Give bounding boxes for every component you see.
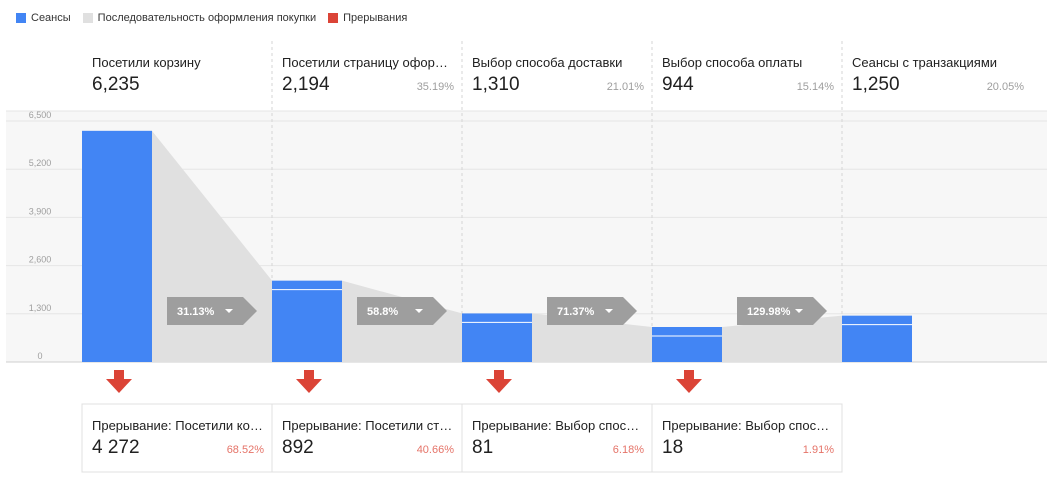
step-percent: 35.19%	[417, 81, 455, 93]
legend-label-dropoffs: Прерывания	[343, 12, 408, 24]
step-label: Выбор способа доставки	[472, 55, 622, 70]
dropoff-value: 4 272	[92, 437, 140, 458]
legend-swatch-checkout-flow	[82, 13, 93, 23]
chevron-down-icon	[605, 309, 613, 313]
step-percent: 20.05%	[987, 81, 1025, 93]
bar-step-2[interactable]	[272, 280, 342, 362]
conversion-arrow-2[interactable]	[357, 297, 447, 325]
conversion-rate-label: 71.37%	[557, 306, 595, 318]
step-value: 1,250	[852, 74, 900, 95]
step-value: 944	[662, 74, 694, 95]
dropoff-arrow-icon	[684, 370, 694, 379]
step-label: Выбор способа оплаты	[662, 55, 802, 70]
dropoff-value: 892	[282, 437, 314, 458]
y-tick-label: 2,600	[29, 255, 52, 265]
flow-area-3	[532, 313, 652, 362]
dropoff-arrow-icon	[486, 379, 512, 393]
legend-item-sessions[interactable]: Сеансы	[16, 12, 71, 24]
y-tick-label: 6,500	[29, 110, 52, 120]
dropoff-arrow-icon	[296, 379, 322, 393]
conversion-rate-label: 129.98%	[747, 306, 791, 318]
y-tick-label: 3,900	[29, 206, 52, 216]
dropoff-arrow-icon	[304, 370, 314, 379]
dropoff-value: 81	[472, 437, 493, 458]
dropoff-label: Прерывание: Посетили ст…	[282, 418, 452, 433]
legend-item-dropoffs[interactable]: Прерывания	[328, 12, 407, 24]
dropoff-percent: 6.18%	[613, 444, 644, 456]
legend-label-sessions: Сеансы	[31, 12, 71, 24]
legend-swatch-dropoffs	[328, 13, 339, 23]
flow-area-4	[722, 315, 842, 362]
bar-step-3[interactable]	[462, 313, 532, 362]
y-tick-label: 1,300	[29, 303, 52, 313]
step-percent: 21.01%	[607, 81, 645, 93]
dropoff-arrow-icon	[494, 370, 504, 379]
dropoff-percent: 68.52%	[227, 444, 265, 456]
conversion-arrow-1[interactable]	[167, 297, 257, 325]
conversion-arrow-4[interactable]	[737, 297, 827, 325]
step-label: Посетили корзину	[92, 55, 201, 70]
step-label: Посетили страницу офор…	[282, 55, 448, 70]
step-percent: 15.14%	[797, 81, 835, 93]
y-tick-label: 5,200	[29, 158, 52, 168]
chart-legend: Сеансы Последовательность оформления пок…	[16, 11, 419, 25]
dropoff-value: 18	[662, 437, 683, 458]
chevron-down-icon	[415, 309, 423, 313]
step-value: 6,235	[92, 74, 140, 95]
dropoff-label: Прерывание: Посетили ко…	[92, 418, 263, 433]
steps-header-band	[6, 41, 1047, 111]
step-value: 2,194	[282, 74, 330, 95]
conversion-arrow-3[interactable]	[547, 297, 637, 325]
chevron-down-icon	[795, 309, 803, 313]
dropoff-arrow-icon	[106, 379, 132, 393]
step-value: 1,310	[472, 74, 520, 95]
bar-step-5[interactable]	[842, 315, 912, 362]
step-label: Сеансы с транзакциями	[852, 55, 997, 70]
dropoff-arrow-icon	[114, 370, 124, 379]
bar-step-4[interactable]	[652, 326, 722, 362]
conversion-rate-label: 31.13%	[177, 306, 215, 318]
dropoff-percent: 1.91%	[803, 444, 834, 456]
conversion-rate-label: 58.8%	[367, 306, 398, 318]
dropoff-percent: 40.66%	[417, 444, 455, 456]
dropoff-label: Прерывание: Выбор спос…	[662, 418, 829, 433]
legend-swatch-sessions	[16, 13, 26, 23]
bar-step-1[interactable]	[82, 130, 152, 362]
legend-label-checkout-flow: Последовательность оформления покупки	[97, 12, 317, 24]
flow-area-1	[152, 130, 272, 362]
dropoff-label: Прерывание: Выбор спос…	[472, 418, 639, 433]
y-tick-label: 0	[37, 351, 42, 361]
dropoff-arrow-icon	[676, 379, 702, 393]
legend-item-checkout-flow[interactable]: Последовательность оформления покупки	[82, 12, 317, 24]
chevron-down-icon	[225, 309, 233, 313]
